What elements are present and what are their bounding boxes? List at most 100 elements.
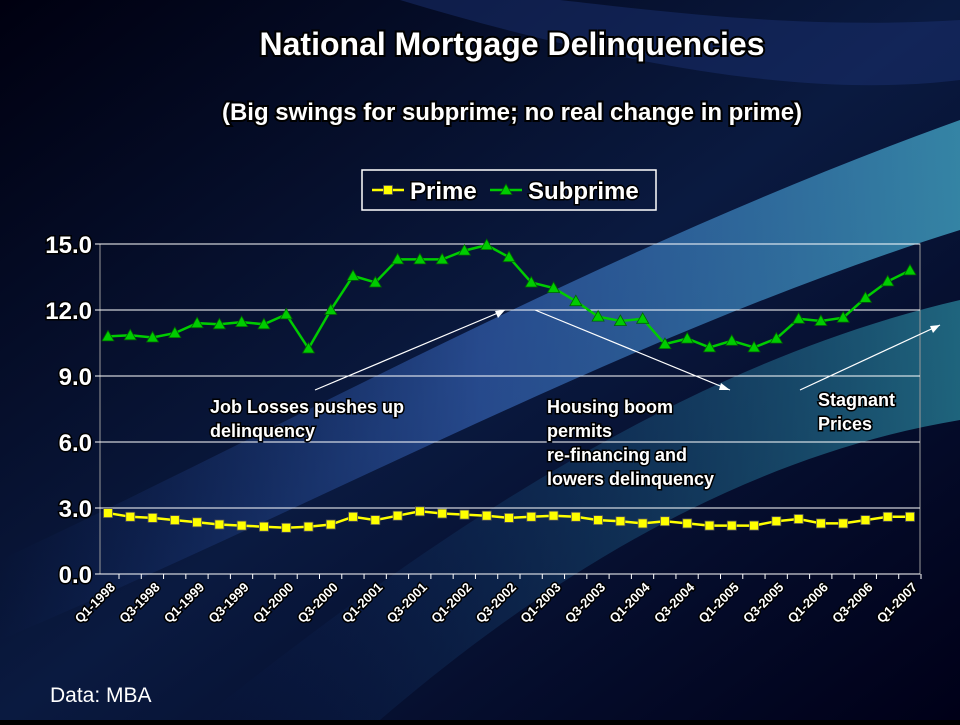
legend-label: Prime <box>410 178 477 205</box>
data-point <box>725 333 739 346</box>
data-point <box>858 291 873 303</box>
data-point <box>548 510 559 521</box>
data-point <box>702 340 717 353</box>
data-point <box>793 514 804 524</box>
data-point <box>457 243 472 256</box>
data-point <box>591 309 605 322</box>
data-point <box>279 307 293 320</box>
data-point <box>791 311 806 324</box>
data-point <box>838 518 849 529</box>
data-point <box>882 511 893 522</box>
data-point <box>101 329 115 342</box>
data-point <box>192 517 203 528</box>
source-note: Data: MBA <box>50 684 152 707</box>
data-point <box>481 510 492 521</box>
data-point <box>836 310 850 323</box>
data-point <box>682 518 693 529</box>
data-point <box>190 316 204 329</box>
annotation-text: Stagnant <box>818 390 895 410</box>
data-point <box>257 317 271 330</box>
data-point <box>726 520 737 531</box>
data-point <box>123 328 137 341</box>
background-streak <box>0 120 960 640</box>
data-point <box>680 331 694 344</box>
data-point <box>414 506 425 517</box>
data-point <box>325 519 336 530</box>
data-point <box>324 303 338 315</box>
annotation-text: permits <box>547 421 612 441</box>
data-point <box>281 522 292 533</box>
data-point <box>613 314 628 326</box>
annotation-arrow <box>534 309 731 391</box>
y-tick-label: 0.0 <box>59 562 92 589</box>
data-point <box>814 314 828 326</box>
data-point <box>546 281 561 293</box>
data-point <box>815 518 826 529</box>
data-point <box>660 516 670 527</box>
annotation-arrow <box>314 309 506 391</box>
y-tick-label: 9.0 <box>59 364 92 391</box>
data-point <box>390 252 405 265</box>
legend-box <box>361 169 657 211</box>
data-point <box>346 269 360 281</box>
data-point <box>392 510 403 521</box>
arrow-head <box>495 310 505 318</box>
data-point <box>615 516 626 527</box>
data-point <box>524 275 538 288</box>
arrow-head <box>930 325 940 333</box>
data-point <box>103 508 113 518</box>
data-point <box>769 331 784 344</box>
data-point <box>259 521 269 532</box>
legend-marker <box>499 183 513 195</box>
annotation-text: re-financing and <box>547 445 687 465</box>
data-point <box>236 520 247 531</box>
data-point <box>168 326 182 339</box>
annotation-text: Job Losses pushes up <box>210 397 404 417</box>
annotation-text: delinquency <box>210 421 315 441</box>
legend-label: Subprime <box>528 178 639 205</box>
data-point <box>704 520 715 531</box>
data-point <box>212 317 227 330</box>
data-point <box>413 252 427 265</box>
data-point <box>368 275 383 288</box>
background-streak <box>200 300 960 720</box>
y-tick-label: 15.0 <box>45 232 92 259</box>
y-tick-label: 12.0 <box>45 298 92 325</box>
data-point <box>502 250 516 263</box>
data-point <box>881 274 895 287</box>
data-point <box>435 252 449 265</box>
data-point <box>903 263 917 276</box>
arrow-head <box>719 383 730 390</box>
data-point <box>301 341 316 354</box>
y-tick-label: 6.0 <box>59 430 92 457</box>
data-point <box>303 521 314 532</box>
data-point <box>234 315 249 328</box>
data-point <box>569 294 583 307</box>
data-point <box>480 238 494 251</box>
data-point <box>771 516 782 527</box>
data-point <box>169 515 180 525</box>
chart-subtitle: (Big swings for subprime; no real change… <box>222 99 802 126</box>
data-point <box>370 515 381 525</box>
annotation-text: Housing boom <box>547 397 673 417</box>
data-point <box>860 515 871 525</box>
data-point <box>125 511 136 522</box>
y-tick-label: 3.0 <box>59 496 92 523</box>
data-point <box>593 515 604 525</box>
data-point <box>145 330 160 343</box>
data-point <box>214 519 225 530</box>
data-point <box>747 340 761 353</box>
data-point <box>504 513 514 523</box>
annotation-text: lowers delinquency <box>547 469 714 489</box>
data-point <box>348 511 358 522</box>
data-point <box>570 511 581 522</box>
data-point <box>526 511 537 522</box>
data-point <box>658 337 672 350</box>
background-streak <box>400 0 960 86</box>
annotation-text: Prices <box>818 414 872 434</box>
chart-title: National Mortgage Delinquencies <box>260 26 765 62</box>
data-point <box>147 513 158 523</box>
data-point <box>459 509 470 520</box>
